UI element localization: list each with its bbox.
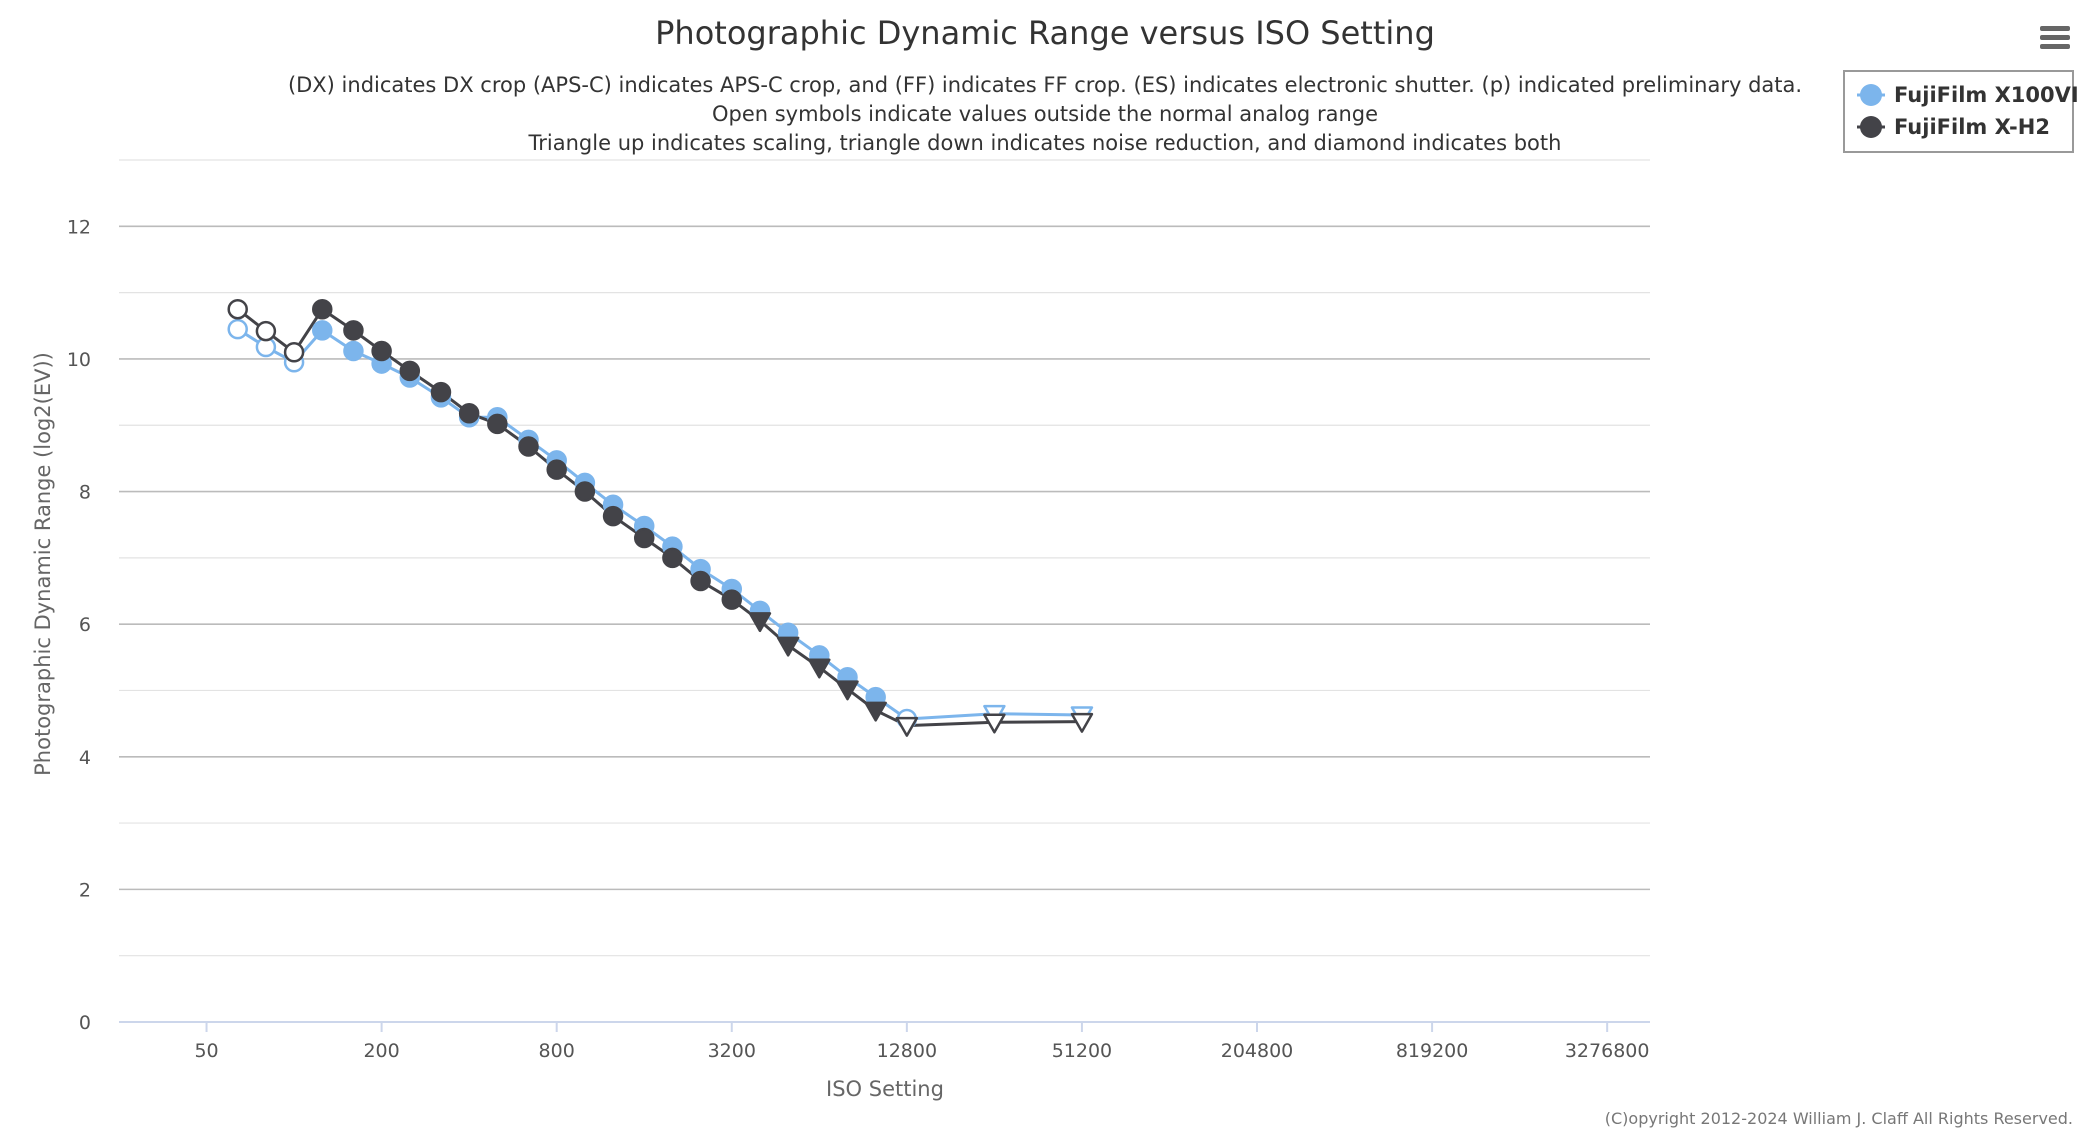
hamburger-menu-icon[interactable]: [2035, 20, 2075, 56]
data-point-xh2[interactable]: [895, 716, 919, 737]
data-point-xh2[interactable]: [458, 403, 480, 424]
data-point-xh2[interactable]: [312, 298, 333, 320]
chart-subtitle-line-1: (DX) indicates DX crop (APS-C) indicates…: [288, 73, 1802, 97]
chart-title: Photographic Dynamic Range versus ISO Se…: [655, 14, 1435, 52]
axes: 0 2 4 6 8 10 12 50 200 800 3200 12800 51200 204800 819…: [67, 216, 1650, 1062]
legend-marker-x100vi: [1860, 84, 1882, 106]
x-tick-label: 51200: [1052, 1040, 1112, 1062]
data-point-xh2[interactable]: [283, 342, 305, 363]
data-point-xh2[interactable]: [430, 381, 452, 403]
chart-subtitle-line-2: Open symbols indicate values outside the…: [712, 102, 1378, 126]
y-tick-label: 4: [79, 747, 91, 769]
y-tick-label: 0: [79, 1012, 91, 1034]
data-point-xh2[interactable]: [399, 360, 421, 382]
data-point-xh2[interactable]: [776, 636, 800, 657]
y-tick-label: 12: [67, 216, 91, 238]
x-tick-label: 3200: [708, 1040, 756, 1062]
x-tick-label: 3276800: [1565, 1040, 1650, 1062]
legend-item-xh2[interactable]: FujiFilm X-H2: [1857, 115, 2050, 139]
menu-bar-3: [2040, 44, 2070, 49]
x-tick-label: 200: [363, 1040, 399, 1062]
menu-bar-2: [2040, 35, 2070, 40]
data-point-xh2[interactable]: [1070, 712, 1094, 733]
legend-box: [1843, 70, 2074, 153]
data-point-xh2[interactable]: [633, 527, 655, 549]
series-layer: [227, 298, 1094, 737]
legend-label-xh2: FujiFilm X-H2: [1894, 115, 2050, 139]
data-point-x100vi[interactable]: [312, 320, 333, 341]
data-point-xh2[interactable]: [662, 547, 683, 569]
data-point-xh2[interactable]: [602, 505, 624, 527]
data-point-x100vi[interactable]: [343, 340, 364, 362]
series-line-x100vi: [236, 327, 1082, 721]
data-point-xh2[interactable]: [343, 320, 364, 341]
x-tick-label: 12800: [877, 1040, 937, 1062]
data-point-xh2[interactable]: [836, 680, 859, 701]
data-point-xh2[interactable]: [371, 340, 392, 362]
credits: (C)opyright 2012-2024 William J. Claff A…: [1605, 1109, 2073, 1128]
legend: FujiFilm X100VI FujiFilm X-H2: [1843, 70, 2079, 153]
menu-bar-1: [2040, 26, 2070, 31]
x-tick-label: 50: [194, 1040, 218, 1062]
y-axis-title: Photographic Dynamic Range (log2(EV)): [31, 352, 55, 776]
x-tick-label: 204800: [1221, 1040, 1294, 1062]
y-tick-label: 6: [79, 614, 91, 636]
data-point-xh2[interactable]: [864, 701, 887, 722]
x-axis-title: ISO Setting: [826, 1077, 944, 1101]
data-point-xh2[interactable]: [690, 570, 711, 592]
y-tick-label: 8: [79, 482, 91, 504]
data-point-xh2[interactable]: [255, 320, 277, 342]
y-tick-label: 2: [79, 879, 91, 901]
data-point-xh2[interactable]: [574, 481, 596, 502]
data-point-xh2[interactable]: [808, 658, 831, 679]
data-point-xh2[interactable]: [227, 298, 248, 320]
data-point-xh2[interactable]: [487, 413, 508, 435]
legend-marker-xh2: [1860, 116, 1882, 138]
grid-lines: [119, 159, 1650, 957]
data-point-x100vi[interactable]: [227, 318, 248, 340]
series-line-xh2: [236, 307, 1082, 728]
x-tick-label: 819200: [1396, 1040, 1469, 1062]
y-tick-label: 10: [67, 349, 91, 371]
data-point-xh2[interactable]: [983, 713, 1006, 734]
data-point-xh2[interactable]: [721, 589, 743, 610]
data-point-xh2[interactable]: [546, 459, 567, 480]
legend-label-x100vi: FujiFilm X100VI: [1894, 83, 2079, 107]
legend-item-x100vi[interactable]: FujiFilm X100VI: [1857, 83, 2079, 107]
data-point-xh2[interactable]: [518, 436, 539, 457]
data-point-xh2[interactable]: [748, 612, 772, 633]
x-tick-label: 800: [539, 1040, 575, 1062]
chart-subtitle-line-3: Triangle up indicates scaling, triangle …: [528, 131, 1562, 155]
